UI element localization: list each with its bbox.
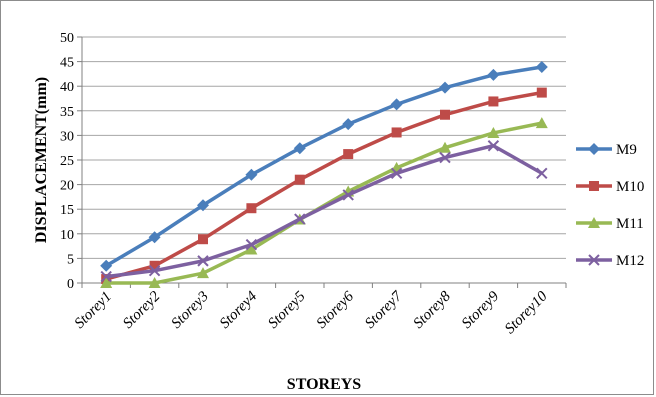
- y-tick-label: 45: [60, 56, 74, 71]
- legend-label: M11: [616, 216, 644, 232]
- data-point-marker: [246, 203, 257, 214]
- x-tick-label: Storey9: [459, 288, 503, 332]
- data-point-marker: [535, 61, 548, 74]
- x-axis-title: STOREYS: [287, 376, 362, 393]
- series-m10: [101, 87, 547, 285]
- data-point-marker: [487, 126, 500, 138]
- data-point-marker: [535, 117, 548, 129]
- data-point-marker: [245, 243, 258, 255]
- series-line: [105, 90, 543, 281]
- data-point-marker: [439, 151, 451, 164]
- x-tick-label: Storey10: [502, 288, 551, 337]
- data-point-marker: [294, 213, 306, 225]
- data-point-marker: [245, 238, 258, 251]
- data-point-marker: [588, 143, 600, 155]
- data-point-marker: [342, 189, 354, 201]
- data-point-marker: [390, 167, 403, 179]
- series-m11: [100, 117, 548, 288]
- data-point-marker: [197, 267, 209, 279]
- series-line: [105, 65, 543, 268]
- x-tick-label: Storey8: [411, 288, 455, 332]
- data-point-marker: [148, 264, 161, 277]
- data-point-marker: [100, 277, 113, 288]
- data-point-marker: [197, 255, 209, 267]
- data-point-marker: [100, 270, 112, 283]
- data-point-marker: [148, 231, 161, 244]
- y-tick-label: 10: [60, 228, 74, 243]
- data-point-marker: [536, 167, 548, 179]
- data-point-marker: [149, 260, 160, 271]
- x-tick-label: Storey1: [72, 289, 115, 332]
- y-tick-label: 30: [60, 129, 74, 144]
- data-point-marker: [294, 174, 305, 185]
- data-point-marker: [343, 149, 354, 160]
- legend-label: M9: [616, 142, 637, 158]
- x-tick-label: Storey2: [120, 288, 164, 332]
- y-tick-label: 15: [60, 203, 74, 218]
- data-point-marker: [487, 140, 500, 152]
- y-tick-label: 5: [67, 252, 74, 267]
- legend-item-m11: M11: [576, 216, 644, 232]
- data-point-marker: [245, 168, 258, 181]
- series-line: [106, 121, 543, 285]
- data-point-marker: [100, 259, 113, 272]
- y-tick-labels: 0 5 10 15 20 25 30 35 40 45 50: [60, 31, 74, 292]
- y-tick-label: 35: [60, 105, 74, 120]
- y-tick-label: 20: [60, 179, 74, 194]
- legend: M9 M10 M11 M12: [576, 142, 644, 269]
- legend-label: M10: [616, 179, 644, 195]
- x-tick-label: Storey5: [265, 288, 309, 332]
- data-point-marker: [439, 141, 451, 153]
- x-tick-label: Storey4: [217, 288, 261, 332]
- y-axis-title: DISPLACEMENT(mm): [33, 77, 50, 243]
- data-point-marker: [589, 181, 599, 191]
- x-tick-label: Storey3: [169, 289, 212, 332]
- legend-item-m9: M9: [576, 142, 637, 158]
- data-point-marker: [440, 109, 450, 120]
- data-point-marker: [536, 87, 547, 98]
- series-m9: [100, 61, 548, 272]
- data-point-marker: [391, 127, 402, 138]
- series-group: [100, 61, 548, 288]
- y-tick-label: 25: [60, 154, 74, 169]
- data-point-marker: [197, 199, 209, 212]
- data-point-marker: [390, 98, 403, 111]
- data-point-marker: [342, 118, 355, 131]
- data-point-marker: [487, 68, 500, 81]
- data-point-marker: [588, 217, 600, 228]
- series-line: [105, 143, 543, 279]
- x-tick-label: Storey6: [314, 288, 358, 332]
- legend-item-m10: M10: [576, 179, 644, 195]
- y-tick-label: 50: [60, 31, 74, 46]
- legend-label: M12: [616, 253, 644, 269]
- y-tick-label: 40: [60, 80, 74, 95]
- data-point-marker: [148, 277, 161, 288]
- legend-item-m12: M12: [576, 253, 644, 269]
- data-point-marker: [488, 96, 499, 107]
- data-point-marker: [198, 234, 208, 245]
- data-point-marker: [293, 142, 306, 155]
- x-tick-label: Storey7: [362, 287, 406, 331]
- data-point-marker: [439, 81, 451, 94]
- y-tick-label: 0: [67, 277, 74, 292]
- series-m12: [100, 140, 548, 283]
- data-point-marker: [588, 254, 600, 266]
- x-tick-labels: Storey1 Storey2 Storey3 Storey4 Storey5 Store…: [72, 287, 551, 337]
